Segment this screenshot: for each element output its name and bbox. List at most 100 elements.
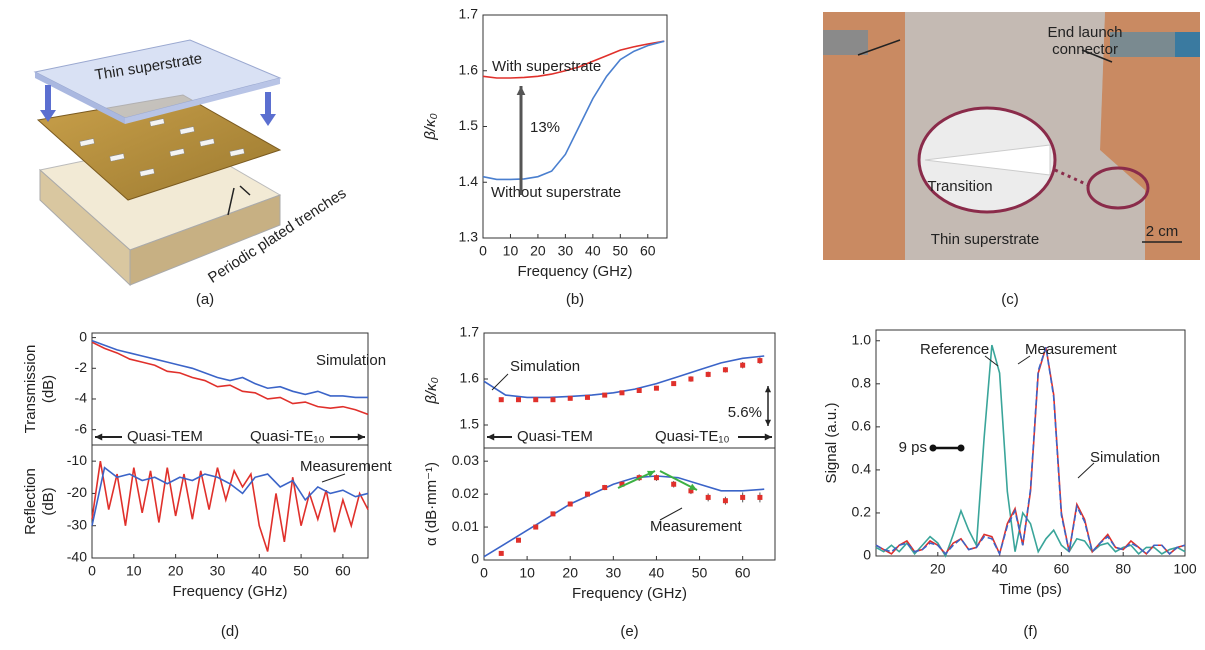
y-tick-label: 0 bbox=[471, 551, 479, 567]
y-tick-label: 1.0 bbox=[852, 331, 872, 347]
caption: (b) bbox=[566, 291, 584, 308]
leader-line bbox=[1017, 355, 1031, 365]
annotation: Measurement bbox=[650, 518, 743, 535]
marker bbox=[705, 371, 711, 377]
marker bbox=[584, 491, 590, 497]
x-tick-label: 0 bbox=[479, 243, 487, 259]
y-tick-label: 0.01 bbox=[452, 518, 479, 534]
y-tick-label: 0.8 bbox=[852, 375, 872, 391]
plot-frame bbox=[483, 447, 776, 561]
marker bbox=[498, 397, 504, 403]
marker bbox=[602, 392, 608, 398]
y-tick-label: 1.5 bbox=[459, 117, 479, 133]
annotation: Quasi-TEM bbox=[127, 428, 203, 445]
marker bbox=[653, 385, 659, 391]
leader-line bbox=[321, 473, 346, 483]
y-tick-label: 1.7 bbox=[459, 6, 479, 22]
arrow-head bbox=[764, 419, 772, 426]
series-line bbox=[875, 344, 1186, 558]
marker bbox=[636, 388, 642, 393]
x-tick-label: 40 bbox=[649, 565, 665, 581]
x-tick-label: 60 bbox=[1054, 561, 1070, 577]
y-axis-label: Signal (a.u.) bbox=[823, 403, 840, 484]
marker bbox=[567, 395, 573, 401]
annotation: Simulation bbox=[510, 358, 580, 375]
caption: (f) bbox=[1023, 623, 1037, 640]
marker bbox=[653, 475, 659, 481]
arrow-head bbox=[95, 433, 103, 441]
x-axis-label: Frequency (GHz) bbox=[172, 583, 287, 600]
y-tick-label: -10 bbox=[67, 452, 87, 468]
y-tick-label: -4 bbox=[75, 390, 88, 406]
annotation: 13% bbox=[530, 119, 560, 136]
y-tick-label: 1.6 bbox=[459, 61, 479, 77]
marker bbox=[705, 494, 711, 500]
y-tick-label: 1.5 bbox=[460, 416, 480, 432]
annotation: 9 ps bbox=[899, 439, 927, 456]
y-tick-label: 0.03 bbox=[452, 452, 479, 468]
annotation: Quasi-TE₁₀ bbox=[250, 428, 325, 445]
annotation: Quasi-TE₁₀ bbox=[655, 428, 730, 445]
marker bbox=[740, 362, 746, 368]
marker bbox=[550, 397, 556, 403]
x-tick-label: 50 bbox=[293, 563, 309, 579]
x-tick-label: 0 bbox=[88, 563, 96, 579]
x-axis-label: Frequency (GHz) bbox=[572, 585, 687, 602]
arrow-head bbox=[647, 470, 655, 478]
x-tick-label: 60 bbox=[735, 565, 751, 581]
x-tick-label: 40 bbox=[992, 561, 1008, 577]
x-tick-label: 60 bbox=[640, 243, 656, 259]
y-tick-label: 0.02 bbox=[452, 485, 479, 501]
caption: (e) bbox=[620, 623, 638, 640]
label: 2 cm bbox=[1146, 223, 1179, 240]
y-tick-label: -40 bbox=[67, 549, 87, 565]
arrow-head bbox=[357, 433, 365, 441]
annotation: Measurement bbox=[300, 458, 393, 475]
marker bbox=[584, 394, 590, 400]
y-axis-label: (dB) bbox=[40, 487, 57, 515]
annotation: Quasi-TEM bbox=[517, 428, 593, 445]
y-axis-label: Reflection bbox=[22, 468, 39, 535]
y-tick-label: 1.4 bbox=[459, 173, 479, 189]
x-tick-label: 30 bbox=[210, 563, 226, 579]
marker bbox=[688, 488, 694, 494]
x-tick-label: 50 bbox=[613, 243, 629, 259]
series-line bbox=[91, 341, 369, 416]
arrow-head bbox=[764, 386, 772, 393]
marker bbox=[602, 485, 608, 491]
y-axis-label: β/κ₀ bbox=[422, 113, 439, 141]
leader-line bbox=[984, 355, 999, 367]
label: connector bbox=[1052, 41, 1118, 58]
y-tick-label: 1.6 bbox=[460, 370, 480, 386]
marker bbox=[515, 397, 521, 403]
x-tick-label: 20 bbox=[930, 561, 946, 577]
arrow-head bbox=[487, 433, 495, 441]
label: Thin superstrate bbox=[931, 231, 1039, 248]
x-tick-label: 30 bbox=[606, 565, 622, 581]
y-axis-label: α (dB·mm⁻¹) bbox=[423, 462, 440, 546]
caption: (d) bbox=[221, 623, 239, 640]
marker bbox=[619, 481, 625, 487]
plot-frame bbox=[875, 329, 1186, 557]
arrow-head bbox=[764, 433, 772, 441]
x-tick-label: 0 bbox=[480, 565, 488, 581]
annotation: Reference bbox=[920, 341, 989, 358]
leader-line bbox=[659, 507, 683, 521]
marker bbox=[533, 397, 539, 403]
leader-line bbox=[1077, 462, 1095, 479]
x-tick-label: 20 bbox=[530, 243, 546, 259]
y-tick-label: 0.6 bbox=[852, 418, 872, 434]
x-axis-label: Frequency (GHz) bbox=[517, 263, 632, 280]
x-tick-label: 30 bbox=[558, 243, 574, 259]
y-tick-label: -20 bbox=[67, 484, 87, 500]
arrow-head bbox=[689, 483, 697, 490]
marker bbox=[550, 511, 556, 517]
series-line bbox=[483, 475, 765, 558]
y-tick-label: 0.4 bbox=[852, 461, 872, 477]
series-line bbox=[482, 40, 665, 79]
marker bbox=[533, 524, 539, 530]
x-tick-label: 10 bbox=[503, 243, 519, 259]
y-tick-label: -30 bbox=[67, 516, 87, 532]
y-tick-label: 0 bbox=[79, 328, 87, 344]
